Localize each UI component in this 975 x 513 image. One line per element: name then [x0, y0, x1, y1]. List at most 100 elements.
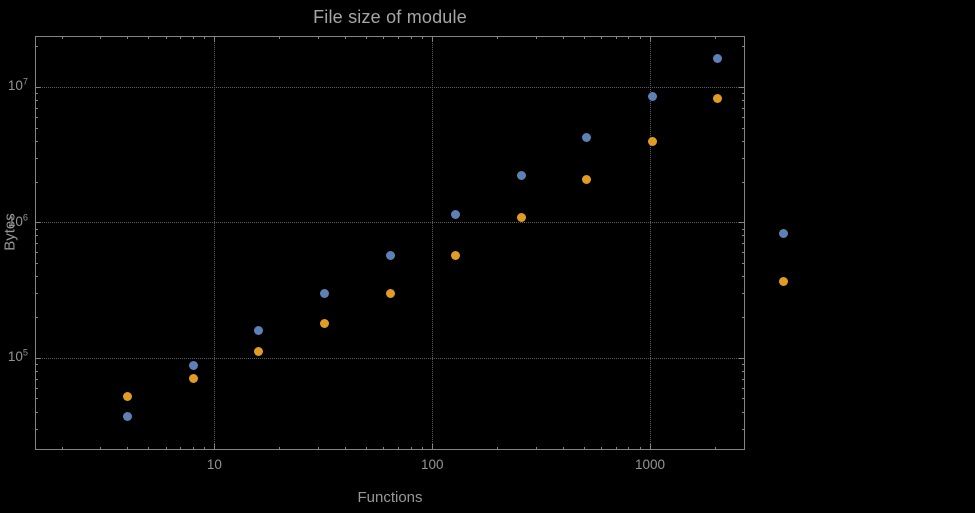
tick-mark — [431, 444, 433, 450]
data-point — [713, 93, 723, 103]
tick-mark — [35, 370, 38, 372]
tick-mark — [366, 447, 368, 450]
data-point — [451, 210, 461, 220]
tick-mark — [615, 36, 617, 39]
tick-mark — [628, 36, 630, 39]
tick-mark — [35, 276, 38, 278]
tick-mark — [192, 447, 194, 450]
tick-mark — [742, 378, 745, 380]
tick-mark — [742, 252, 745, 254]
data-point — [123, 412, 133, 422]
tick-mark — [35, 127, 38, 129]
data-point — [516, 170, 526, 180]
grid-line-vertical — [431, 36, 433, 450]
tick-mark — [397, 447, 399, 450]
tick-mark — [100, 447, 102, 450]
tick-mark — [742, 428, 745, 430]
tick-mark — [497, 447, 499, 450]
tick-mark — [715, 447, 717, 450]
data-point — [385, 289, 395, 299]
tick-mark — [535, 36, 537, 39]
tick-mark — [35, 378, 38, 380]
tick-mark — [742, 117, 745, 118]
data-point — [188, 360, 198, 370]
tick-mark — [742, 293, 745, 295]
tick-mark — [35, 263, 38, 265]
data-point — [123, 392, 133, 402]
tick-mark — [165, 36, 167, 39]
tick-mark — [628, 447, 630, 450]
tick-mark — [742, 370, 745, 372]
data-point — [713, 53, 723, 63]
tick-mark — [35, 86, 41, 88]
tick-mark — [35, 357, 41, 359]
tick-mark — [127, 36, 129, 39]
data-point — [516, 212, 526, 222]
x-tick-label: 10 — [206, 457, 222, 472]
grid-line-vertical — [213, 36, 215, 450]
tick-mark — [739, 222, 745, 224]
tick-mark — [213, 36, 215, 42]
tick-mark — [535, 447, 537, 450]
tick-mark — [601, 36, 603, 39]
tick-mark — [35, 316, 38, 318]
data-point — [778, 228, 788, 238]
tick-mark — [35, 222, 41, 224]
tick-mark — [742, 46, 745, 48]
tick-mark — [203, 447, 205, 450]
tick-mark — [562, 447, 564, 450]
tick-mark — [583, 36, 585, 39]
tick-mark — [562, 36, 564, 39]
data-point — [451, 251, 461, 261]
tick-mark — [742, 140, 745, 142]
tick-mark — [383, 36, 385, 39]
tick-mark — [397, 36, 399, 39]
tick-mark — [345, 447, 347, 450]
data-point — [254, 326, 264, 336]
data-point — [647, 91, 657, 101]
tick-mark — [35, 411, 38, 413]
tick-mark — [742, 157, 745, 159]
data-point — [319, 289, 329, 299]
tick-mark — [383, 447, 385, 450]
tick-mark — [35, 140, 38, 142]
data-point — [582, 132, 592, 142]
tick-mark — [317, 447, 319, 450]
tick-mark — [35, 117, 38, 118]
tick-mark — [742, 181, 745, 183]
tick-mark — [742, 127, 745, 129]
tick-mark — [148, 447, 150, 450]
tick-mark — [742, 276, 745, 278]
tick-mark — [345, 36, 347, 39]
tick-mark — [742, 363, 745, 365]
tick-mark — [742, 243, 745, 245]
tick-mark — [742, 93, 745, 95]
data-point — [188, 373, 198, 383]
tick-mark — [583, 447, 585, 450]
tick-mark — [742, 263, 745, 265]
tick-mark — [649, 444, 651, 450]
tick-mark — [35, 235, 38, 237]
tick-mark — [742, 100, 745, 102]
tick-mark — [431, 36, 433, 42]
tick-mark — [742, 107, 745, 109]
y-tick-label: 105 — [7, 347, 28, 365]
tick-mark — [410, 36, 412, 39]
tick-mark — [742, 398, 745, 400]
tick-mark — [421, 447, 423, 450]
x-tick-label: 1000 — [634, 457, 666, 472]
tick-mark — [639, 36, 641, 39]
tick-mark — [35, 181, 38, 183]
data-point — [319, 319, 329, 329]
tick-mark — [742, 316, 745, 318]
tick-mark — [35, 293, 38, 295]
data-point — [778, 276, 788, 286]
tick-mark — [35, 93, 38, 95]
data-point — [385, 251, 395, 261]
tick-mark — [35, 157, 38, 159]
tick-mark — [35, 46, 38, 48]
tick-mark — [410, 447, 412, 450]
chart-title: File size of module — [313, 7, 467, 27]
